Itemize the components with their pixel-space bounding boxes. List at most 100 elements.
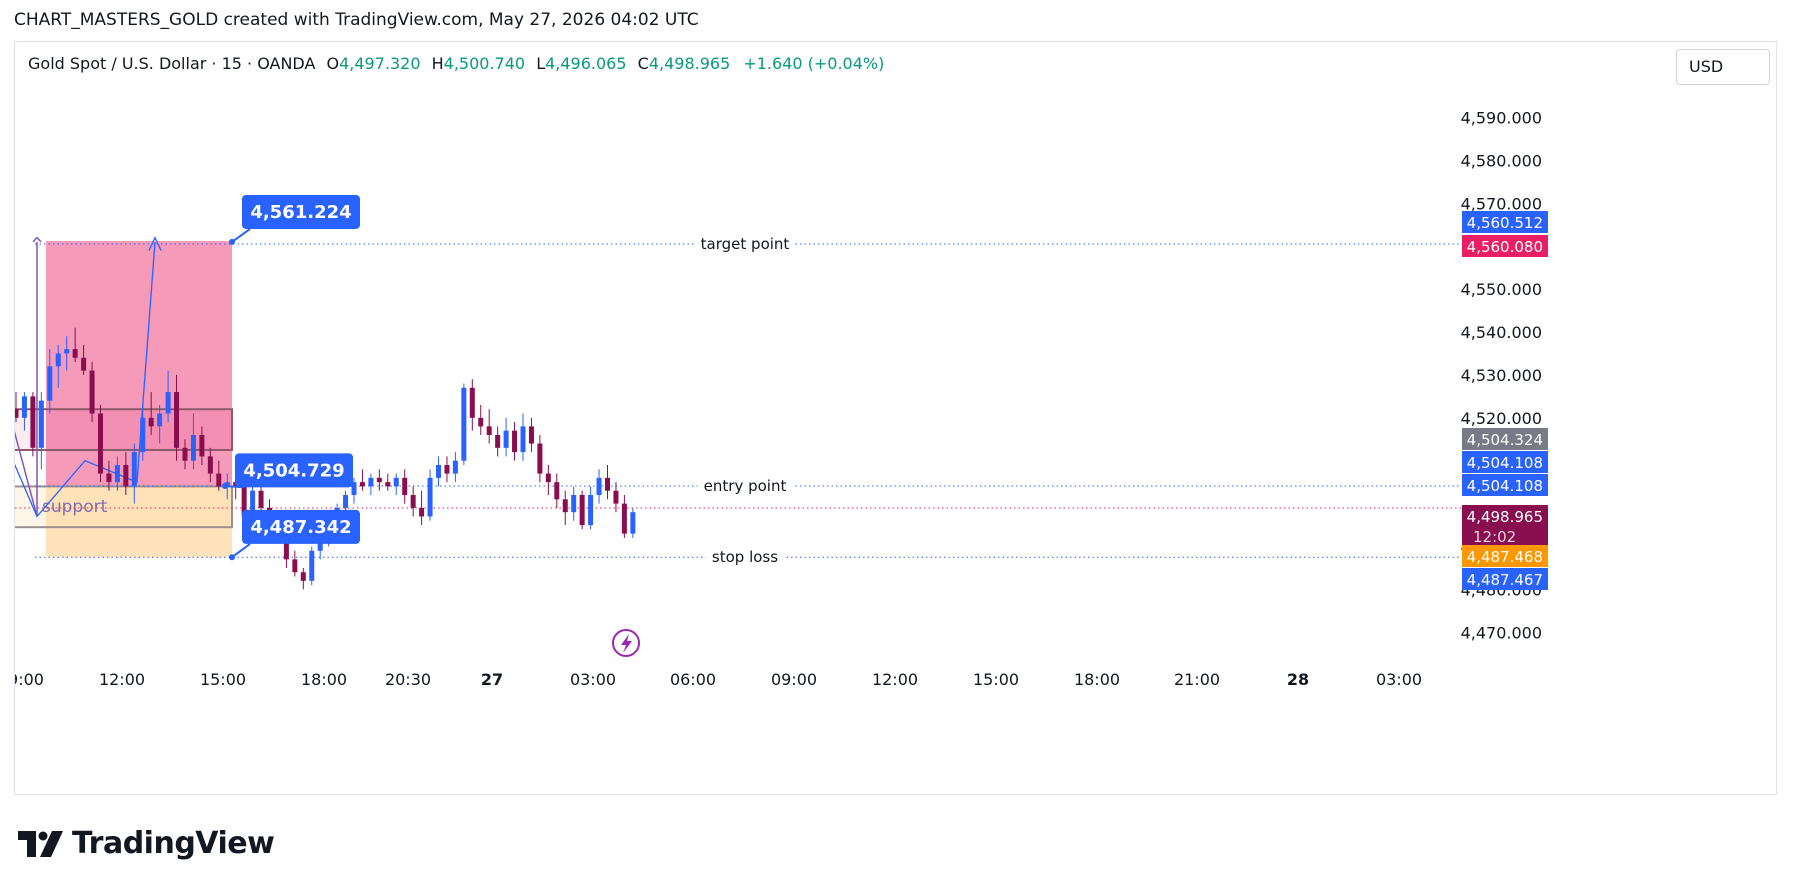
candle-body[interactable] [72,349,78,358]
candle-body[interactable] [385,482,391,487]
candle-body[interactable] [106,473,112,483]
candle-body[interactable] [478,417,484,427]
candle-body[interactable] [359,482,365,487]
candle-body[interactable] [241,486,247,517]
price-tag[interactable] [1462,211,1548,233]
candle-body[interactable] [283,537,289,560]
candle-body[interactable] [520,426,526,453]
lightning-icon-bolt [621,634,632,653]
candle-body[interactable] [140,417,146,453]
candle-body[interactable] [410,495,416,508]
candle-body[interactable] [588,495,594,526]
symbol-title[interactable]: Gold Spot / U.S. Dollar · 15 · OANDA [28,54,316,73]
candle-body[interactable] [258,490,264,508]
price-tag[interactable] [1462,568,1548,590]
open-label: O [326,54,340,73]
candle-body[interactable] [123,464,129,487]
candle-body[interactable] [376,477,382,483]
candle-body[interactable] [292,559,298,573]
candle-body[interactable] [250,490,256,517]
candle-body[interactable] [444,464,450,474]
chart-frame[interactable]: support target point entry point stop loss 4… [14,41,1777,795]
candle-body[interactable] [571,495,577,513]
candle-body[interactable] [174,392,180,448]
support-box[interactable] [15,485,233,529]
ohlc-legend: Gold Spot / U.S. Dollar · 15 · OANDA O4,… [28,54,884,73]
high-label: H [431,54,444,73]
callout-anchor[interactable] [229,554,235,561]
candle-body[interactable] [630,512,636,534]
candle-body[interactable] [436,464,441,478]
price-tag-label: 4,504.108 [1467,477,1543,495]
candle-body[interactable] [64,349,70,354]
candle-body[interactable] [512,430,518,453]
candle-body[interactable] [114,464,120,483]
price-tag[interactable] [1462,235,1548,257]
candle-body[interactable] [419,507,425,517]
candle-body[interactable] [486,426,492,435]
candle-body[interactable] [452,460,458,474]
candle-body[interactable] [157,413,163,427]
candle-body[interactable] [469,387,475,418]
candle-body[interactable] [562,499,568,513]
candle-body[interactable] [30,396,36,448]
x-axis-tick-label: 12:00 [872,670,918,689]
candle-body[interactable] [605,477,610,491]
candle-body[interactable] [55,353,61,367]
candle-body[interactable] [545,473,551,483]
chart-canvas[interactable]: support target point entry point stop loss 4… [15,42,1777,795]
candle-body[interactable] [207,456,213,474]
callout-anchor[interactable] [222,483,228,490]
x-axis-tick-label: 21:00 [1174,670,1220,689]
candle-body[interactable] [368,477,374,487]
candle-body[interactable] [596,477,602,496]
price-tag[interactable] [1462,545,1548,567]
candle-body[interactable] [300,572,306,581]
price-callout[interactable] [242,194,360,229]
price-tag[interactable] [1462,428,1548,450]
candle-body[interactable] [537,443,543,474]
candle-body[interactable] [427,477,433,517]
candle-body[interactable] [21,396,27,418]
tradingview-logo[interactable]: TradingView [18,826,275,861]
candle-body[interactable] [351,482,357,496]
projection-path-purple[interactable] [15,241,38,517]
candle-body[interactable] [528,426,534,444]
candle-body[interactable] [393,477,399,487]
candle-body[interactable] [81,357,87,371]
price-tag[interactable] [1462,505,1548,547]
candle-body[interactable] [495,434,501,448]
candle-body[interactable] [402,477,408,496]
candle-body[interactable] [579,495,585,526]
candle-body[interactable] [182,447,188,461]
candle-body[interactable] [613,490,619,504]
candle-body[interactable] [15,409,19,418]
candle-body[interactable] [343,495,349,508]
candle-body[interactable] [47,366,53,401]
price-tag[interactable] [1462,451,1548,473]
candle-body[interactable] [554,482,560,500]
candle-body[interactable] [98,413,103,474]
candle-body[interactable] [165,392,171,414]
candle-body[interactable] [503,430,509,448]
candle-body[interactable] [317,537,323,551]
x-axis-tick-label: 15:00 [200,670,246,689]
candle-body[interactable] [38,400,44,448]
candle-body[interactable] [131,452,137,487]
projection-path-blue[interactable] [15,241,156,518]
price-tag[interactable] [1462,474,1548,496]
y-axis-tick-label: 4,580.000 [1461,151,1542,170]
callout-anchor[interactable] [229,238,235,245]
stop-zone[interactable] [46,486,232,558]
candle-body[interactable] [199,434,205,457]
currency-selector[interactable]: USD [1676,49,1770,85]
candle-body[interactable] [89,370,95,414]
candle-body[interactable] [621,503,627,534]
candle-body[interactable] [216,473,222,487]
price-callout[interactable] [242,509,360,544]
candle-body[interactable] [461,387,467,461]
candle-body[interactable] [190,434,196,461]
candle-body[interactable] [309,550,315,581]
price-callout[interactable] [235,453,353,488]
candle-body[interactable] [148,417,154,427]
